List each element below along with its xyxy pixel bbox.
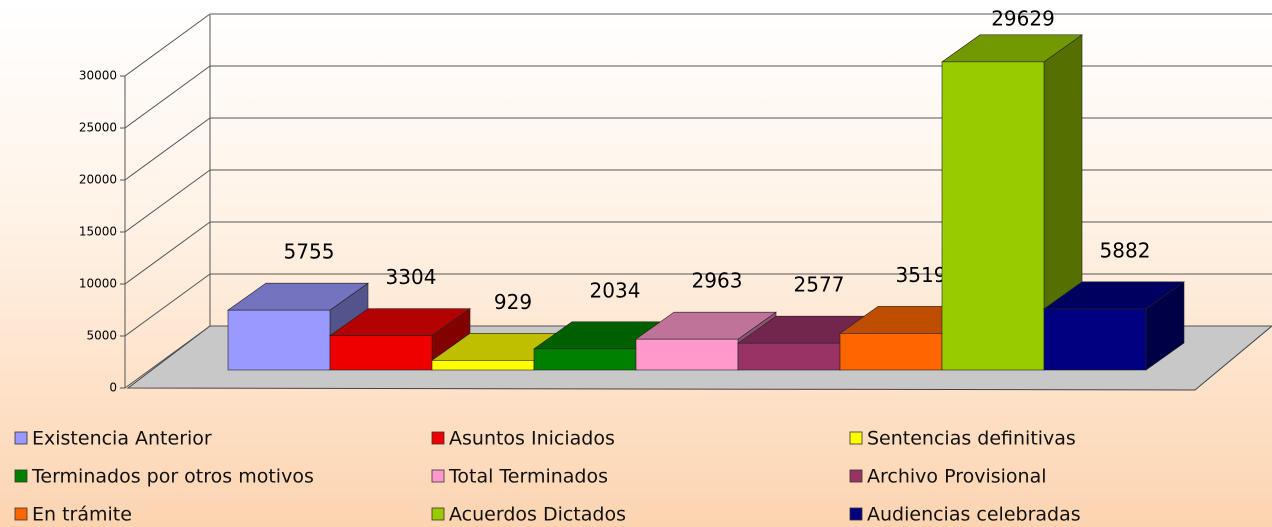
value-label: 29629	[991, 7, 1055, 31]
legend-label: Archivo Provisional	[867, 466, 1047, 488]
legend-swatch	[431, 469, 445, 483]
legend-label: Total Terminados	[448, 466, 608, 488]
legend-label: En trámite	[32, 504, 132, 526]
grid-line	[124, 221, 211, 285]
legend-label: Acuerdos Dictados	[449, 504, 626, 526]
value-label: 929	[494, 290, 532, 314]
legend-swatch	[14, 469, 28, 483]
grid-line	[124, 273, 211, 337]
value-label: 3304	[386, 265, 437, 289]
bar	[227, 309, 331, 371]
y-tick-label: 20000	[79, 173, 117, 187]
y-tick-label: 30000	[79, 69, 117, 83]
y-tick-label: 25000	[79, 121, 117, 135]
legend-swatch	[849, 507, 863, 521]
value-label: 2034	[590, 278, 641, 302]
value-label: 3519	[896, 263, 947, 287]
grid-line	[124, 13, 211, 77]
bar	[431, 360, 535, 371]
legend-swatch	[431, 507, 445, 521]
y-tick-label: 0	[109, 381, 117, 395]
value-label: 2963	[692, 269, 743, 293]
legend-swatch	[849, 431, 863, 445]
y-tick-label: 15000	[79, 225, 117, 239]
value-label: 5882	[1100, 238, 1151, 262]
value-label: 5755	[284, 240, 335, 264]
grid-line	[124, 169, 211, 233]
bar	[533, 348, 637, 371]
legend-swatch	[431, 431, 445, 445]
legend-swatch	[849, 469, 863, 483]
grid-line	[124, 325, 211, 389]
legend-label: Audiencias celebradas	[867, 504, 1081, 526]
bar	[635, 338, 739, 371]
value-label: 2577	[794, 273, 845, 297]
grid-line	[124, 65, 211, 129]
legend-label: Asuntos Iniciados	[449, 428, 615, 450]
legend-swatch	[14, 431, 28, 445]
y-tick-label: 5000	[86, 329, 117, 343]
legend-label: Terminados por otros motivos	[31, 466, 314, 488]
bar	[1043, 308, 1147, 371]
grid-line	[124, 117, 211, 181]
legend-label: Existencia Anterior	[32, 428, 212, 450]
legend-label: Sentencias definitivas	[867, 428, 1076, 450]
y-tick-label: 10000	[79, 277, 117, 291]
legend-swatch	[14, 507, 28, 521]
bar	[941, 61, 1045, 371]
bar	[737, 342, 841, 371]
bar	[329, 335, 433, 371]
bar	[839, 333, 943, 371]
